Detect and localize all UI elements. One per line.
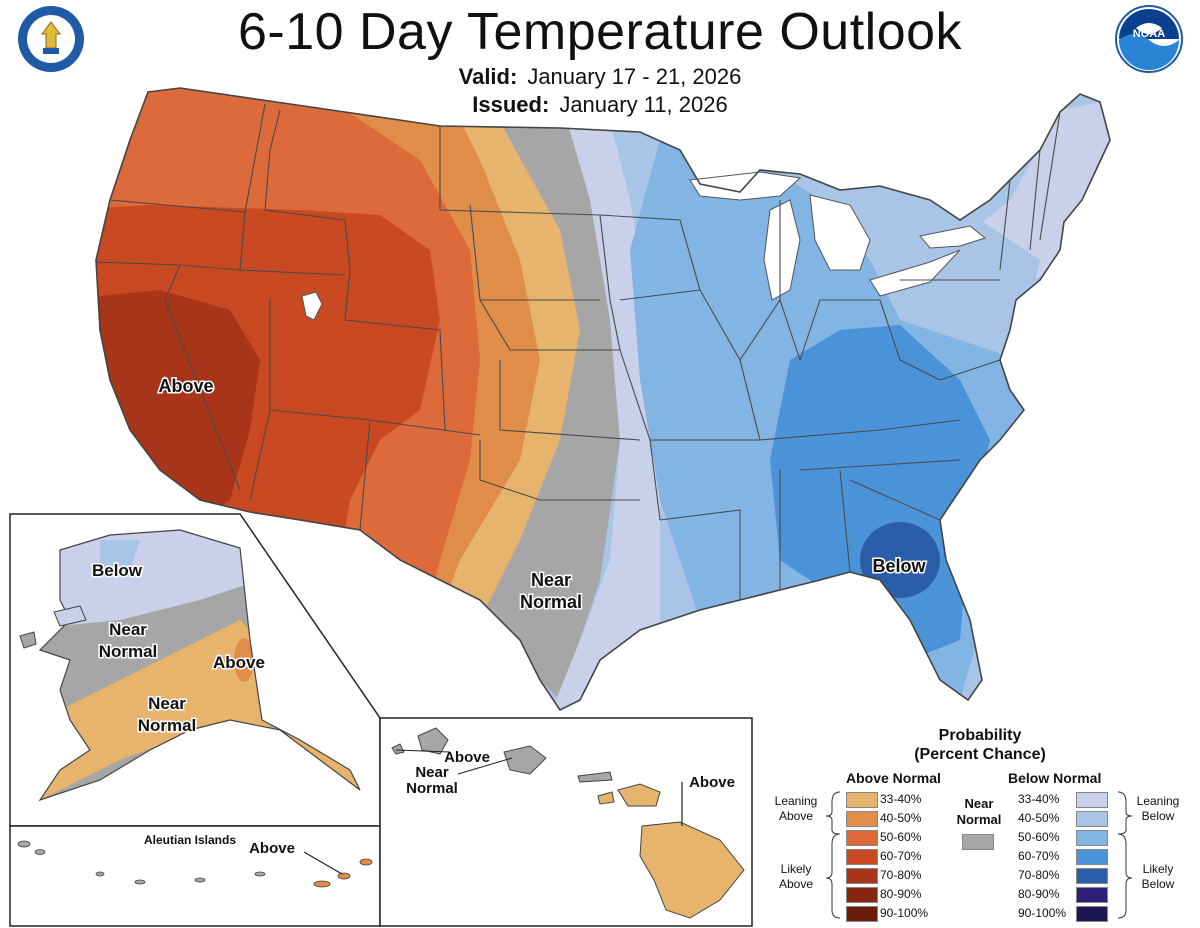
valid-dates: Valid: January 17 - 21, 2026: [0, 64, 1200, 90]
conus-normal-label: Normal: [520, 592, 582, 612]
leaning-below-label: Leaning Below: [1126, 794, 1190, 824]
great-lakes: [689, 171, 987, 301]
leaning-above-line-2: Above: [778, 809, 814, 823]
hawaii-islands: [391, 727, 745, 919]
likely-below-line-1: Likely: [1142, 862, 1174, 876]
above-swatch-3: [846, 830, 878, 846]
valid-label: Valid:: [458, 64, 518, 89]
leaning-below-line-2: Below: [1141, 809, 1175, 823]
issued-label: Issued:: [472, 92, 550, 117]
state-borders: [95, 103, 1061, 600]
below-range-7: 90-100%: [1018, 906, 1067, 920]
above-range-7: 90-100%: [880, 906, 929, 920]
below-swatch-7: [1076, 906, 1108, 922]
below-range-4: 60-70%: [1018, 849, 1060, 863]
below-range-5: 70-80%: [1018, 868, 1060, 882]
below-swatch-6: [1076, 887, 1108, 903]
below-normal-heading: Below Normal: [1008, 770, 1102, 786]
hi-above-label-2: Above: [689, 774, 735, 791]
likely-above-label: Likely Above: [764, 862, 828, 892]
ak-normal-label: Normal: [99, 642, 158, 661]
below-swatch-3: [1076, 830, 1108, 846]
below-range-3: 50-60%: [1018, 830, 1060, 844]
commerce-seal-icon: [18, 6, 84, 72]
noaa-logo-icon: NOAA: [1115, 5, 1183, 73]
aleutian-title: Aleutian Islands: [144, 833, 236, 847]
likely-above-line-1: Likely: [780, 862, 812, 876]
near-normal-line-1: Near: [964, 796, 994, 811]
ak-near-label-2: Near: [148, 694, 186, 713]
hi-above-label-1: Above: [444, 749, 490, 766]
probability-legend: Probability (Percent Chance) Above Norma…: [760, 722, 1200, 928]
below-range-2: 40-50%: [1018, 811, 1060, 825]
above-range-6: 80-90%: [880, 887, 922, 901]
near-normal-swatch: [962, 834, 994, 850]
above-swatch-6: [846, 887, 878, 903]
below-range-1: 33-40%: [1018, 792, 1060, 806]
likely-below-line-2: Below: [1141, 877, 1175, 891]
legend-brackets: [825, 791, 1133, 919]
issued-value: January 11, 2026: [559, 92, 728, 117]
below-range-6: 80-90%: [1018, 887, 1060, 901]
above-range-2: 40-50%: [880, 811, 922, 825]
above-swatch-7: [846, 906, 878, 922]
above-swatch-5: [846, 868, 878, 884]
conus-below-label: Below: [872, 556, 926, 576]
above-range-5: 70-80%: [880, 868, 922, 882]
aleutian-islands: [17, 840, 373, 888]
hi-normal-label: Normal: [406, 780, 458, 797]
hi-near-label: Near: [415, 764, 449, 781]
issued-date: Issued: January 11, 2026: [0, 92, 1200, 118]
legend-title-1: Probability: [938, 727, 1022, 744]
above-swatch-4: [846, 849, 878, 865]
ak-near-label: Near: [109, 620, 147, 639]
near-normal-label: Near Normal: [954, 796, 1004, 828]
legend-title-2: (Percent Chance): [914, 746, 1046, 763]
aleutian-inset-frame: [9, 825, 381, 927]
above-normal-heading: Above Normal: [846, 770, 941, 786]
great-salt-lake: [301, 291, 323, 321]
near-normal-line-2: Normal: [956, 812, 1002, 827]
above-swatch-1: [846, 792, 878, 808]
below-swatch-5: [1076, 868, 1108, 884]
ak-normal-label-2: Normal: [138, 716, 197, 735]
below-swatch-2: [1076, 811, 1108, 827]
leaning-below-line-1: Leaning: [1136, 794, 1180, 808]
ak-below-label: Below: [92, 561, 143, 580]
leaning-above-label: Leaning Above: [764, 794, 828, 824]
aleutian-above-label: Above: [249, 840, 295, 857]
above-range-1: 33-40%: [880, 792, 922, 806]
leaning-above-line-1: Leaning: [774, 794, 818, 808]
below-swatch-4: [1076, 849, 1108, 865]
above-range-3: 50-60%: [880, 830, 922, 844]
valid-value: January 17 - 21, 2026: [527, 64, 742, 89]
likely-above-line-2: Above: [778, 877, 814, 891]
conus-above-label: Above: [158, 376, 213, 396]
likely-below-label: Likely Below: [1126, 862, 1190, 892]
noaa-text: NOAA: [1133, 28, 1165, 40]
conus-near-label: Near: [531, 570, 571, 590]
ak-above-label: Above: [213, 653, 265, 672]
below-swatch-1: [1076, 792, 1108, 808]
above-swatch-2: [846, 811, 878, 827]
above-range-4: 60-70%: [880, 849, 922, 863]
page-title: 6-10 Day Temperature Outlook: [237, 3, 963, 61]
